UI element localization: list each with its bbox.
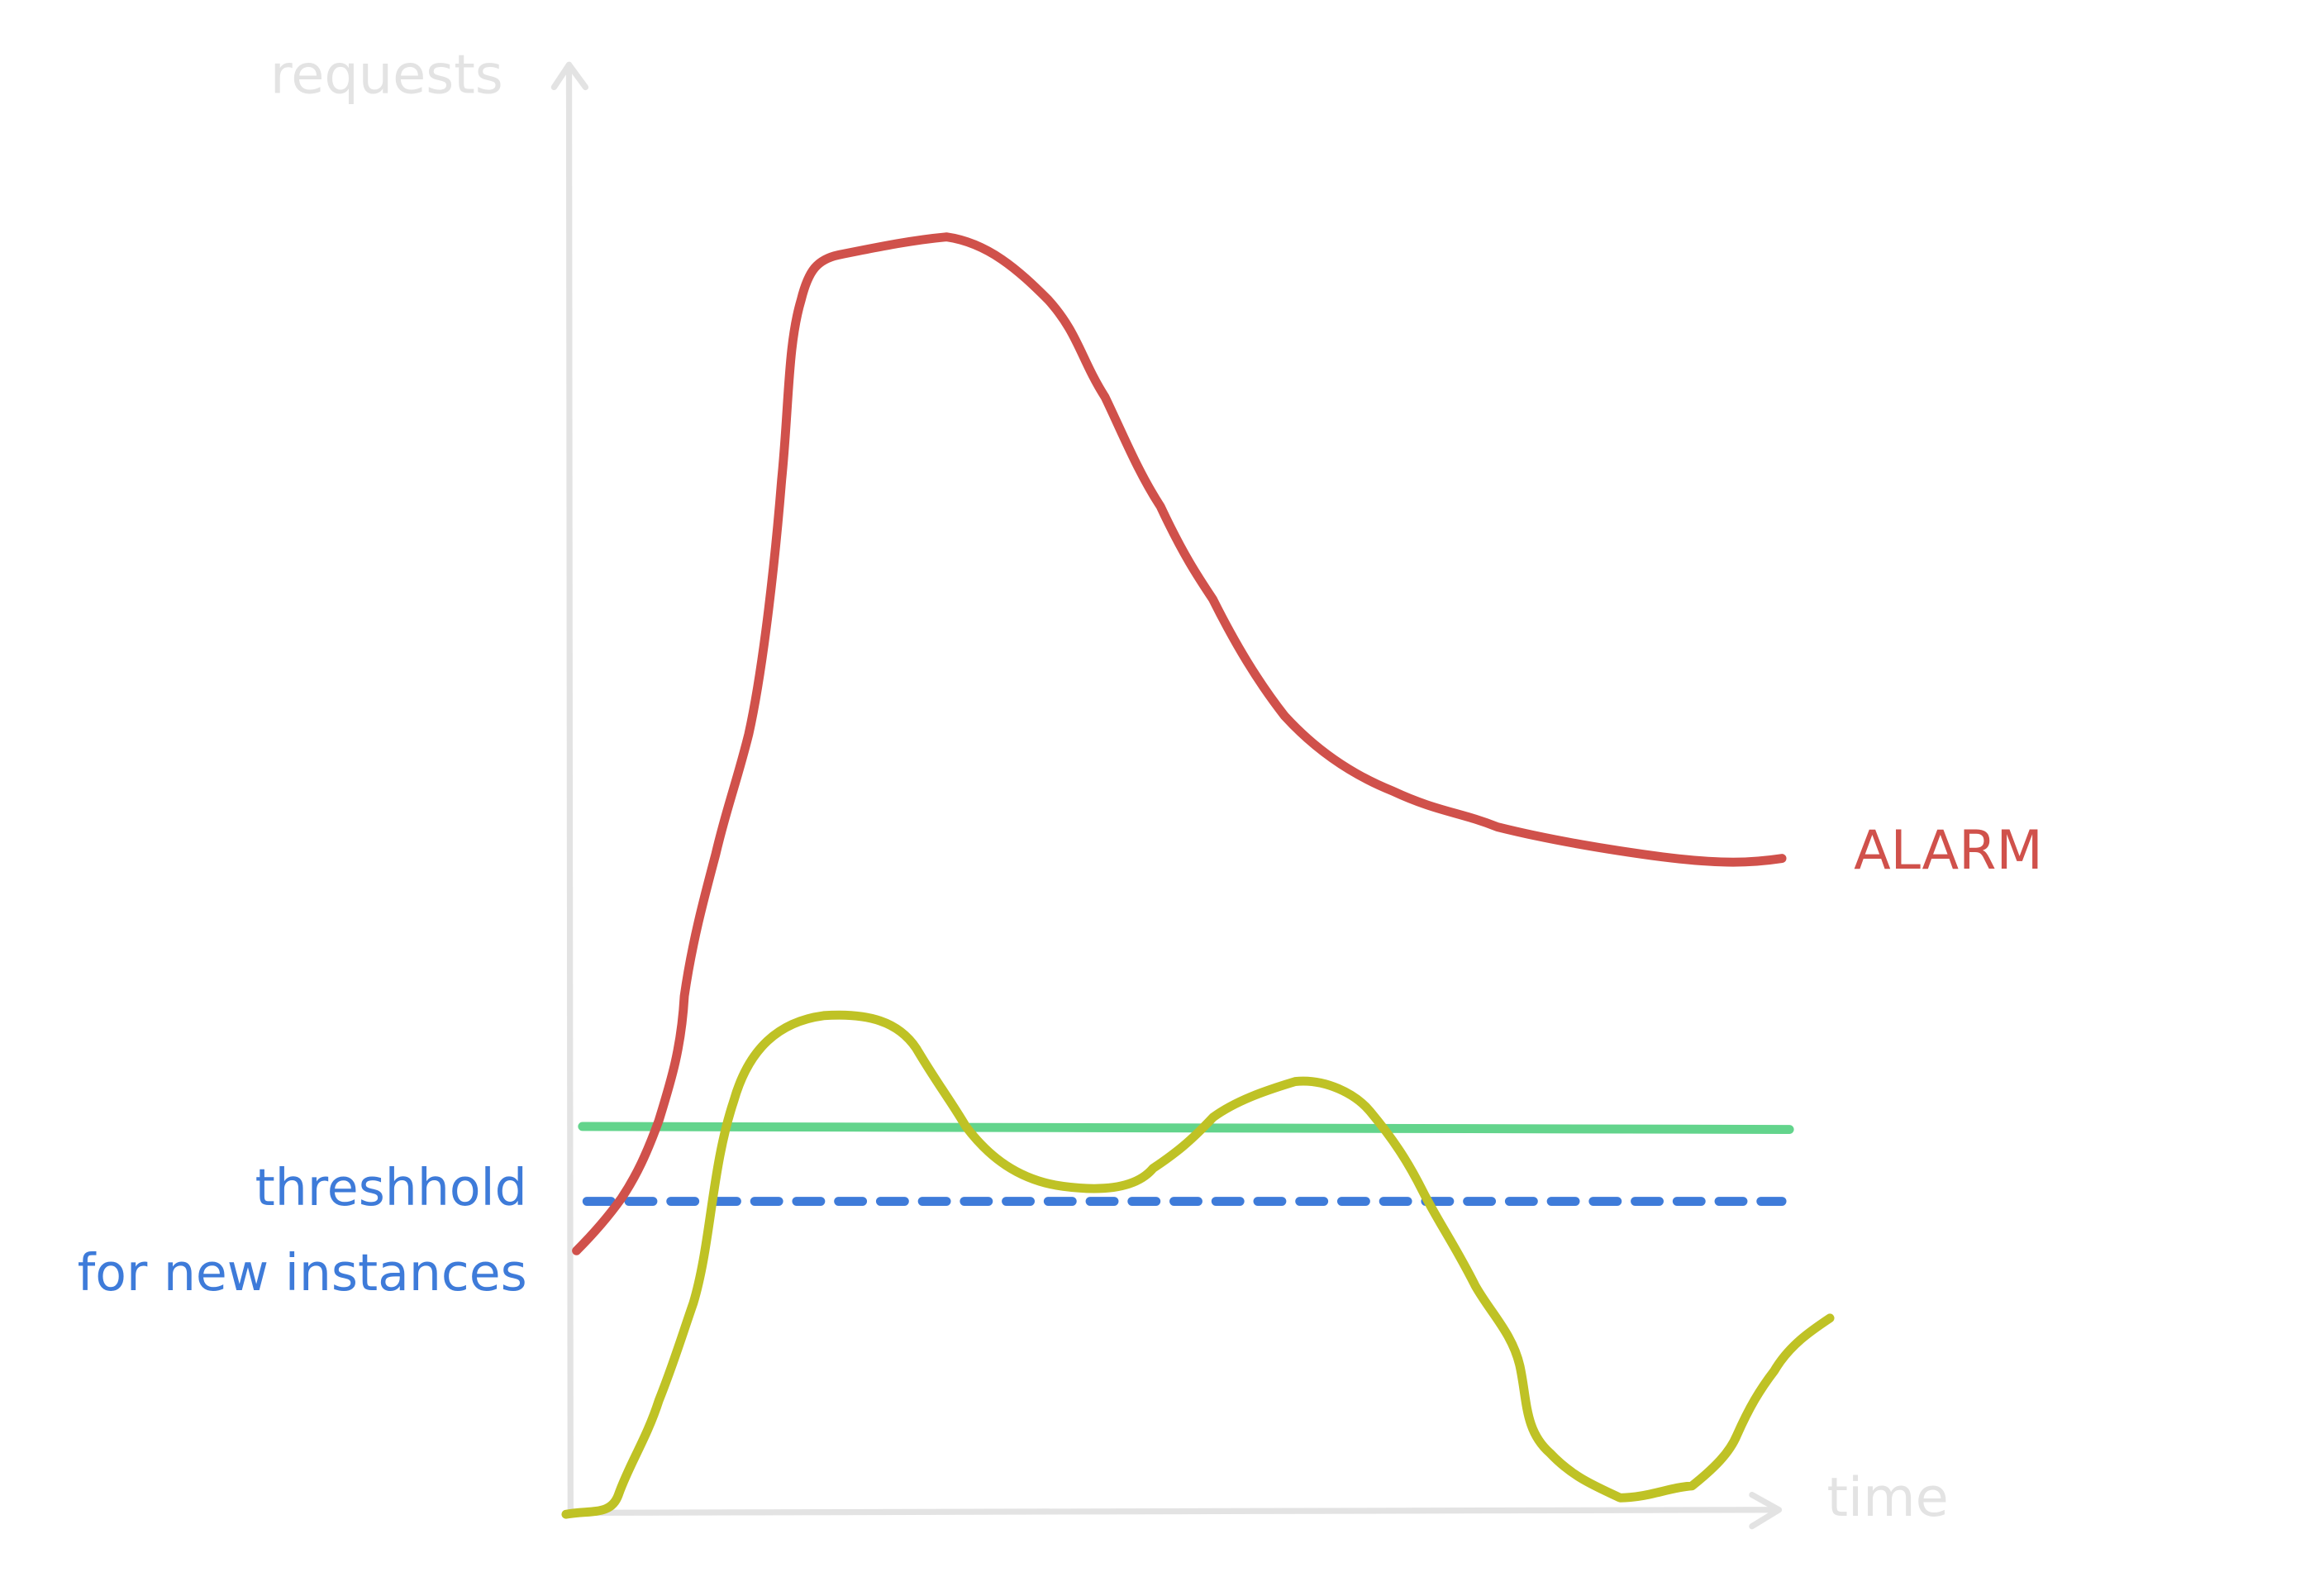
y-axis (565, 64, 574, 1517)
y-axis-label: requests (270, 44, 503, 107)
threshold-label: threshhold (255, 1158, 527, 1217)
load-curve (561, 1010, 1835, 1519)
alarm-curve (572, 232, 1787, 1255)
x-axis (567, 1507, 1778, 1517)
y-axis-arrow (550, 61, 589, 91)
alarm-label: ALARM (1854, 819, 2043, 882)
x-axis-arrow (1749, 1492, 1783, 1530)
capacity-line (578, 1122, 1794, 1134)
x-axis-label: time (1826, 1466, 1948, 1529)
threshold-label: for new instances (78, 1243, 527, 1303)
